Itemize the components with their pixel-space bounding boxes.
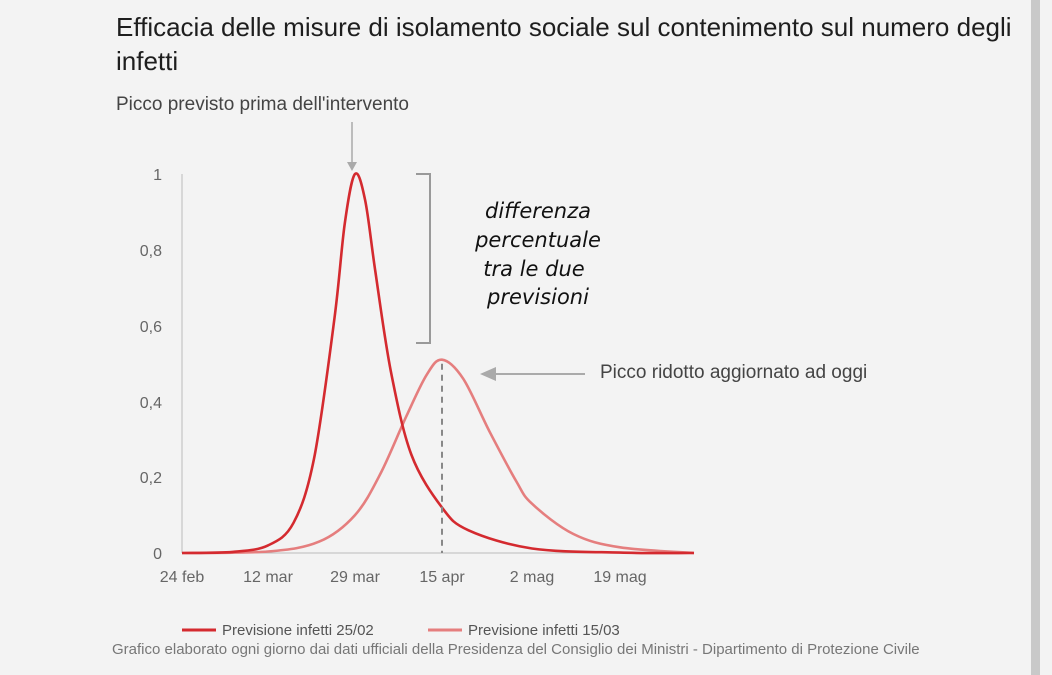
legend-label: Previsione infetti 15/03	[468, 622, 620, 639]
x-tick-label: 12 mar	[243, 569, 293, 586]
legend-label: Previsione infetti 25/02	[222, 622, 374, 639]
annotation-difference-line: percentuale	[474, 228, 601, 252]
footer-source: Grafico elaborato ogni giorno dai dati u…	[112, 641, 920, 658]
difference-bracket	[416, 173, 431, 344]
chart-title: Efficacia delle misure di isolamento soc…	[116, 12, 1012, 76]
axes: 0 0,2 0,4 0,6 0,8 1 24 feb 12 mar 29 mar 15 apr 2 …	[140, 167, 694, 586]
arrowhead-peak-before	[347, 162, 357, 171]
annotation-difference-line: tra le due	[483, 257, 584, 281]
series-line-1	[181, 172, 695, 555]
x-tick-label: 15 apr	[419, 569, 465, 586]
y-tick-label: 0	[153, 546, 162, 563]
y-tick-label: 0,4	[140, 395, 162, 412]
y-tick-label: 0,2	[140, 470, 162, 487]
x-tick-label: 24 feb	[160, 569, 205, 586]
annotation-peak-reduced: Picco ridotto aggiornato ad oggi	[600, 362, 867, 383]
legend: Previsione infetti 25/02 Previsione infet…	[182, 622, 620, 639]
scrollbar[interactable]	[1031, 0, 1040, 675]
series-line-2	[181, 358, 695, 555]
arrowhead-peak-reduced	[480, 367, 496, 381]
annotation-difference-line: differenza	[485, 199, 591, 223]
annotation-difference-line: previsioni	[486, 285, 589, 309]
series-layer	[181, 172, 695, 555]
x-tick-label: 19 mag	[593, 569, 646, 586]
y-tick-label: 0,8	[140, 243, 162, 260]
x-tick-label: 29 mar	[330, 569, 380, 586]
annotation-peak-before: Picco previsto prima dell'intervento	[116, 94, 409, 115]
y-tick-label: 0,6	[140, 319, 162, 336]
annotation-layer: Picco previsto prima dell'intervento diff…	[116, 94, 867, 553]
x-tick-label: 2 mag	[510, 569, 554, 586]
y-tick-label: 1	[153, 167, 162, 184]
